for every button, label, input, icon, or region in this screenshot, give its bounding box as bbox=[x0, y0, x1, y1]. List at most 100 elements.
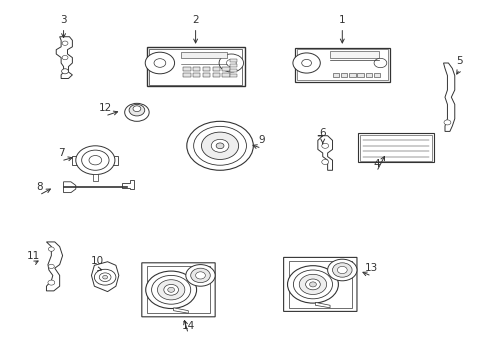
Bar bbox=[357, 73, 363, 77]
Bar bbox=[373, 73, 380, 77]
FancyBboxPatch shape bbox=[283, 257, 356, 311]
Circle shape bbox=[219, 54, 243, 72]
Circle shape bbox=[211, 139, 228, 152]
Text: 14: 14 bbox=[181, 321, 195, 331]
Text: 13: 13 bbox=[364, 263, 378, 273]
Circle shape bbox=[81, 150, 109, 170]
Polygon shape bbox=[443, 63, 454, 131]
Polygon shape bbox=[91, 262, 119, 292]
Circle shape bbox=[102, 275, 107, 279]
Bar bbox=[183, 73, 190, 77]
Text: 6: 6 bbox=[319, 128, 325, 138]
Bar bbox=[181, 52, 227, 58]
Circle shape bbox=[226, 59, 236, 67]
Circle shape bbox=[305, 279, 320, 290]
Circle shape bbox=[186, 121, 253, 170]
Bar bbox=[149, 49, 242, 85]
Circle shape bbox=[129, 104, 144, 116]
Circle shape bbox=[157, 280, 184, 300]
Text: 10: 10 bbox=[91, 256, 104, 266]
Circle shape bbox=[124, 103, 149, 121]
Bar bbox=[203, 73, 210, 77]
Text: 9: 9 bbox=[258, 135, 264, 145]
Bar bbox=[203, 67, 210, 71]
Circle shape bbox=[293, 270, 332, 299]
Circle shape bbox=[133, 106, 141, 112]
Bar bbox=[229, 74, 236, 77]
Bar bbox=[229, 64, 236, 67]
Circle shape bbox=[309, 282, 316, 287]
Circle shape bbox=[301, 59, 311, 67]
Circle shape bbox=[62, 41, 68, 45]
Bar bbox=[229, 69, 236, 72]
Bar bbox=[212, 67, 220, 71]
Text: 4: 4 bbox=[372, 159, 379, 169]
Bar bbox=[294, 48, 389, 82]
Bar bbox=[357, 133, 433, 162]
Circle shape bbox=[89, 156, 102, 165]
Circle shape bbox=[292, 53, 320, 73]
Circle shape bbox=[201, 132, 238, 159]
Circle shape bbox=[62, 55, 68, 60]
Bar bbox=[365, 73, 371, 77]
Text: 1: 1 bbox=[338, 15, 345, 25]
Bar bbox=[146, 266, 210, 313]
Circle shape bbox=[154, 59, 165, 67]
Circle shape bbox=[99, 273, 111, 282]
Bar bbox=[329, 51, 378, 58]
Bar bbox=[359, 135, 431, 161]
Circle shape bbox=[332, 263, 351, 277]
Circle shape bbox=[321, 143, 328, 148]
Polygon shape bbox=[173, 308, 188, 313]
Circle shape bbox=[48, 264, 54, 269]
Bar bbox=[229, 59, 236, 62]
Circle shape bbox=[48, 247, 54, 251]
Bar bbox=[193, 67, 200, 71]
Circle shape bbox=[373, 58, 386, 68]
Text: 2: 2 bbox=[192, 15, 199, 25]
Circle shape bbox=[321, 159, 328, 165]
Circle shape bbox=[167, 287, 174, 292]
Text: 7: 7 bbox=[58, 148, 64, 158]
Bar bbox=[93, 174, 98, 181]
Bar bbox=[222, 73, 229, 77]
Circle shape bbox=[337, 266, 346, 274]
Bar bbox=[146, 47, 244, 86]
Circle shape bbox=[190, 268, 210, 283]
Text: 8: 8 bbox=[36, 182, 42, 192]
Circle shape bbox=[76, 146, 115, 175]
Polygon shape bbox=[315, 302, 329, 308]
Polygon shape bbox=[46, 242, 62, 291]
Circle shape bbox=[299, 274, 326, 294]
Circle shape bbox=[94, 269, 116, 285]
Circle shape bbox=[327, 259, 356, 281]
Bar bbox=[288, 261, 351, 308]
Circle shape bbox=[61, 69, 68, 74]
Bar bbox=[340, 73, 346, 77]
Polygon shape bbox=[122, 180, 134, 189]
Circle shape bbox=[193, 126, 246, 165]
Circle shape bbox=[216, 143, 224, 149]
Circle shape bbox=[195, 272, 205, 279]
Circle shape bbox=[145, 271, 196, 309]
Circle shape bbox=[185, 265, 215, 286]
Circle shape bbox=[151, 275, 190, 304]
Bar bbox=[348, 73, 355, 77]
Circle shape bbox=[443, 120, 450, 125]
Circle shape bbox=[48, 280, 55, 285]
Polygon shape bbox=[56, 37, 72, 78]
Text: 3: 3 bbox=[60, 15, 67, 25]
Bar bbox=[72, 156, 118, 165]
Bar bbox=[212, 73, 220, 77]
Circle shape bbox=[145, 52, 174, 74]
Text: 11: 11 bbox=[26, 251, 40, 261]
Polygon shape bbox=[317, 136, 332, 170]
Bar bbox=[193, 73, 200, 77]
FancyBboxPatch shape bbox=[142, 263, 215, 317]
Polygon shape bbox=[63, 182, 76, 193]
Text: 12: 12 bbox=[98, 103, 112, 113]
Circle shape bbox=[163, 284, 178, 295]
Bar bbox=[183, 67, 190, 71]
Bar bbox=[222, 67, 229, 71]
Circle shape bbox=[287, 266, 338, 303]
